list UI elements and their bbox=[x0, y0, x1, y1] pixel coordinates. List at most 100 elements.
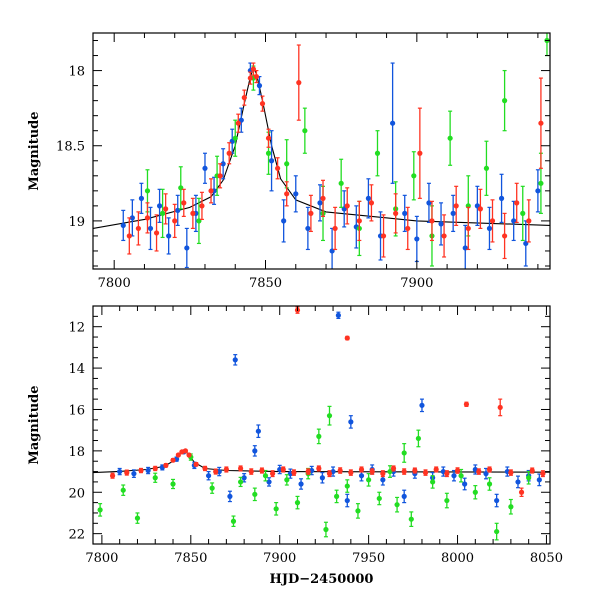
data-point bbox=[540, 471, 546, 477]
data-point bbox=[376, 495, 382, 502]
data-point bbox=[408, 516, 414, 522]
data-point bbox=[109, 473, 116, 479]
data-point bbox=[497, 404, 503, 411]
data-point bbox=[369, 468, 375, 475]
data-point bbox=[538, 120, 544, 126]
data-point bbox=[453, 203, 459, 209]
data-point bbox=[305, 468, 311, 475]
data-point bbox=[223, 466, 229, 473]
data-point bbox=[237, 465, 244, 472]
data-point bbox=[414, 236, 420, 242]
data-point bbox=[483, 471, 489, 477]
data-point bbox=[181, 200, 187, 206]
x-tick-label: 8050 bbox=[530, 551, 563, 566]
data-point bbox=[320, 195, 326, 201]
data-point bbox=[138, 467, 144, 474]
data-point bbox=[182, 448, 189, 454]
data-point bbox=[405, 225, 411, 232]
data-point bbox=[323, 526, 329, 533]
data-point bbox=[486, 481, 493, 487]
y-tick-label: 18 bbox=[68, 65, 85, 80]
data-point bbox=[144, 188, 151, 194]
data-point bbox=[515, 479, 521, 485]
data-point bbox=[138, 195, 145, 201]
data-point bbox=[529, 467, 535, 474]
data-point bbox=[356, 218, 362, 224]
series-2 bbox=[109, 306, 546, 497]
data-point bbox=[390, 120, 396, 126]
data-point bbox=[508, 470, 514, 476]
data-point bbox=[247, 75, 253, 81]
plot-frame bbox=[92, 32, 551, 270]
data-point bbox=[344, 335, 350, 341]
data-point bbox=[252, 448, 258, 454]
data-point bbox=[401, 468, 407, 475]
data-point bbox=[147, 225, 154, 232]
data-point bbox=[152, 475, 158, 481]
data-point bbox=[163, 462, 169, 468]
data-point bbox=[227, 493, 233, 499]
data-point bbox=[465, 225, 471, 232]
data-point bbox=[124, 470, 130, 476]
data-point bbox=[380, 477, 386, 483]
data-point bbox=[153, 230, 160, 236]
bottom-panel: 7800 7850 7900 7950 8000 8050 12 14 16 18 20 22 Magn… bbox=[27, 305, 563, 587]
data-point bbox=[338, 180, 344, 186]
data-point bbox=[344, 203, 350, 209]
data-point bbox=[302, 128, 308, 134]
plot-frame bbox=[92, 305, 551, 545]
data-point bbox=[536, 477, 542, 483]
data-point bbox=[451, 473, 457, 479]
data-point bbox=[326, 471, 333, 477]
data-point bbox=[293, 191, 299, 197]
data-point bbox=[358, 466, 365, 473]
data-point bbox=[374, 150, 381, 156]
y-tick-label: 18 bbox=[68, 445, 85, 460]
data-point bbox=[259, 101, 266, 107]
x-tick-label: 7800 bbox=[85, 551, 118, 566]
data-point bbox=[277, 466, 283, 473]
y-tick-label: 18.5 bbox=[56, 140, 85, 155]
data-point bbox=[208, 188, 214, 194]
data-point bbox=[365, 195, 372, 201]
data-point bbox=[387, 468, 393, 475]
x-tick-label: 8000 bbox=[441, 551, 474, 566]
data-point bbox=[326, 413, 333, 419]
data-point bbox=[298, 481, 304, 487]
data-point bbox=[120, 222, 126, 229]
data-point bbox=[368, 200, 375, 206]
data-point bbox=[401, 450, 407, 456]
data-point bbox=[518, 489, 525, 495]
data-point bbox=[209, 485, 215, 491]
data-point bbox=[284, 191, 290, 197]
data-point bbox=[232, 357, 238, 363]
data-point bbox=[438, 221, 444, 227]
y-tick-label: 12 bbox=[68, 321, 85, 336]
data-point bbox=[205, 473, 212, 479]
data-point bbox=[433, 466, 439, 473]
x-tick-label: 7900 bbox=[263, 551, 296, 566]
y-tick-label: 20 bbox=[68, 486, 85, 501]
data-point bbox=[163, 206, 169, 212]
data-point bbox=[284, 161, 290, 167]
data-point bbox=[380, 233, 387, 239]
data-point bbox=[477, 206, 483, 212]
data-point bbox=[175, 452, 181, 458]
data-point bbox=[170, 481, 176, 487]
data-point bbox=[294, 500, 301, 506]
x-axis-title: HJD−2450000 bbox=[270, 572, 374, 587]
data-point bbox=[280, 466, 286, 473]
data-point bbox=[97, 507, 103, 513]
plot-area bbox=[93, 33, 550, 269]
data-point bbox=[172, 218, 178, 224]
data-point bbox=[419, 402, 425, 408]
data-point bbox=[266, 479, 272, 485]
data-point bbox=[498, 195, 505, 201]
data-point bbox=[444, 497, 450, 504]
data-point bbox=[463, 401, 470, 407]
data-point bbox=[241, 475, 247, 481]
data-point bbox=[454, 467, 461, 474]
y-tick-label: 14 bbox=[68, 362, 85, 377]
data-point bbox=[226, 150, 232, 156]
data-point bbox=[296, 80, 302, 86]
